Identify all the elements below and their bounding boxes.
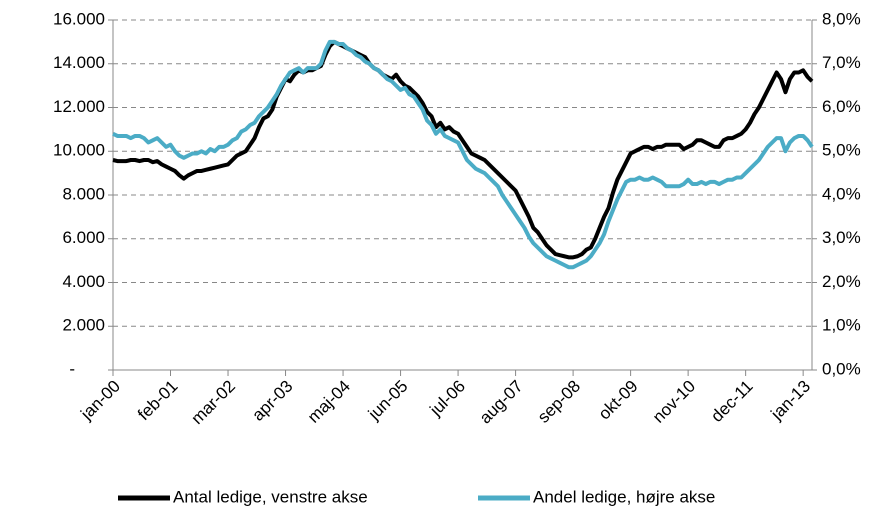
y2-tick-label: 1,0% xyxy=(822,316,861,335)
y-tick-label: 4.000 xyxy=(62,272,105,291)
y-tick-label: 2.000 xyxy=(62,316,105,335)
x-tick-label: jun-05 xyxy=(364,377,412,425)
y-tick-label: 14.000 xyxy=(53,53,105,72)
y-tick-label: 16.000 xyxy=(53,9,105,28)
line-series xyxy=(112,39,814,270)
legend-label: Antal ledige, venstre akse xyxy=(173,487,368,506)
x-tick-label: apr-03 xyxy=(248,377,296,425)
y2-tick-label: 8,0% xyxy=(822,9,861,28)
x-tick-label: feb-01 xyxy=(134,377,182,425)
y-tick-label: 12.000 xyxy=(53,97,105,116)
x-tick-label: maj-04 xyxy=(304,377,354,427)
x-tick-label: dec-11 xyxy=(707,377,756,426)
x-tick-label: jul-06 xyxy=(426,377,470,421)
legend-label: Andel ledige, højre akse xyxy=(533,487,715,506)
x-tick-label: okt-09 xyxy=(595,377,642,424)
y2-tick-label: 3,0% xyxy=(822,228,861,247)
x-tick-label: jan-13 xyxy=(767,377,815,425)
x-tick-label: jan-00 xyxy=(76,377,124,425)
y2-tick-label: 0,0% xyxy=(822,359,861,378)
y2-tick-label: 2,0% xyxy=(822,272,861,291)
y2-tick-label: 4,0% xyxy=(822,184,861,203)
x-tick-label: sep-08 xyxy=(534,377,584,427)
y2-tick-label: 6,0% xyxy=(822,97,861,116)
y-tick-label: 8.000 xyxy=(62,184,105,203)
y2-tick-label: 7,0% xyxy=(822,53,861,72)
x-tick-label: nov-10 xyxy=(649,377,699,427)
line-series xyxy=(112,39,814,260)
y2-tick-label: 5,0% xyxy=(822,141,861,160)
y-tick-label: - xyxy=(69,359,75,378)
x-tick-label: mar-02 xyxy=(188,377,240,429)
y-tick-label: 10.000 xyxy=(53,141,105,160)
x-tick-label: aug-07 xyxy=(476,377,527,428)
y-tick-label: 6.000 xyxy=(62,228,105,247)
